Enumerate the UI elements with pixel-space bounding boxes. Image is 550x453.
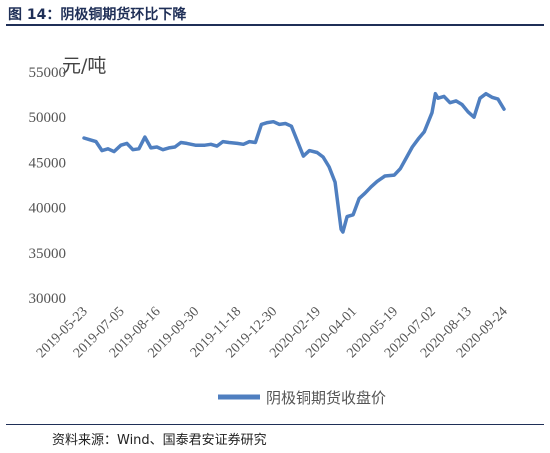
y-axis-ticks: 30000 35000 40000 45000 50000 55000	[29, 65, 67, 307]
figure-title: 图 14：阴极铜期货环比下降	[8, 7, 187, 23]
legend: 阴极铜期货收盘价	[218, 389, 386, 407]
y-tick-label: 30000	[29, 291, 67, 307]
y-tick-label: 45000	[29, 155, 67, 171]
x-axis-ticks: 2019-05-232019-07-052019-08-162019-09-30…	[34, 304, 511, 361]
legend-label: 阴极铜期货收盘价	[266, 389, 386, 407]
y-tick-label: 55000	[29, 65, 67, 81]
y-tick-label: 35000	[29, 246, 67, 262]
line-chart: 元/吨 30000 35000 40000 45000 50000 55000 2019-…	[29, 55, 511, 407]
y-tick-label: 40000	[29, 201, 67, 217]
y-axis-unit-label: 元/吨	[62, 55, 106, 77]
series-line	[82, 91, 506, 234]
series-layer	[82, 91, 506, 234]
y-tick-label: 50000	[29, 110, 67, 126]
source-note: 资料来源：Wind、国泰君安证券研究	[52, 433, 267, 448]
title-rule	[6, 24, 544, 26]
source-rule	[6, 424, 544, 425]
